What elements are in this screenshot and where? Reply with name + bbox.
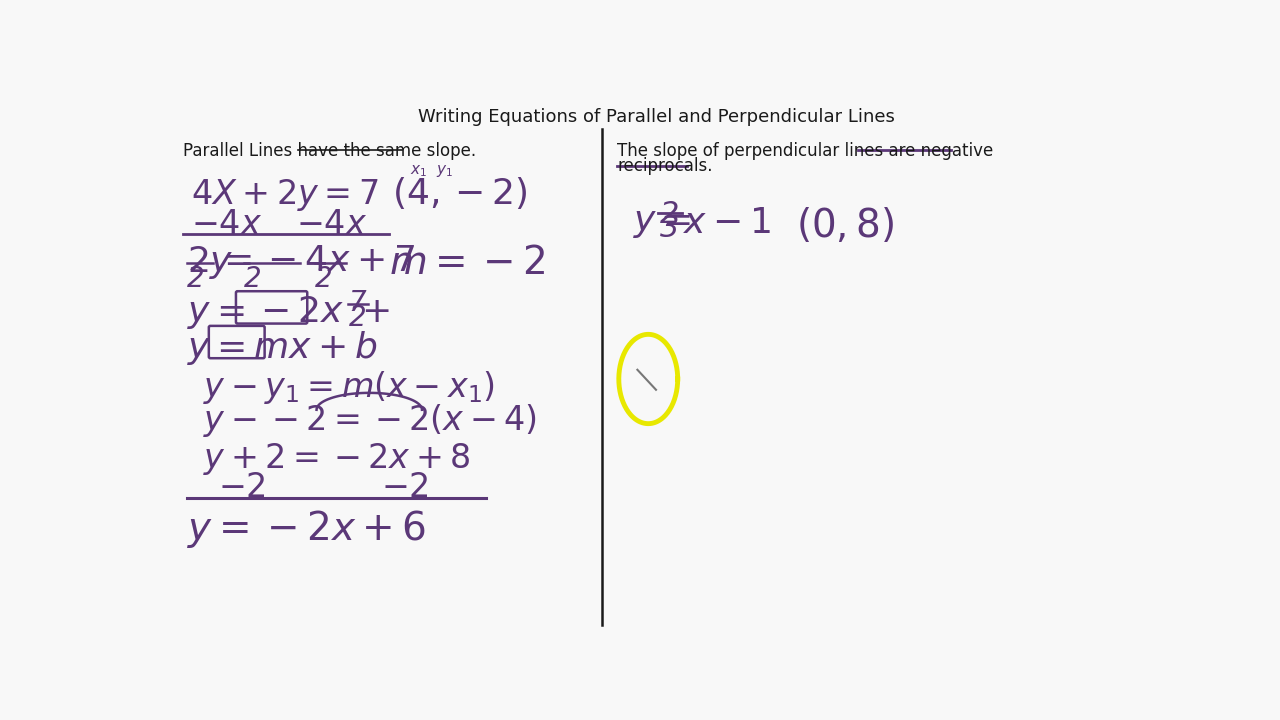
Text: 2: 2 <box>349 305 366 333</box>
Text: $y + 2 = -2x+8$: $y + 2 = -2x+8$ <box>202 441 470 477</box>
Text: $2y$: $2y$ <box>187 244 234 282</box>
Text: $x_1$: $x_1$ <box>410 163 426 179</box>
Text: $y=$: $y=$ <box>632 206 691 240</box>
Text: Parallel Lines have the same slope.: Parallel Lines have the same slope. <box>183 142 476 160</box>
Text: $x - 1$: $x - 1$ <box>684 206 772 240</box>
Text: 2: 2 <box>243 265 261 293</box>
Text: $-4x$: $-4x$ <box>191 208 262 241</box>
Text: $-2$: $-2$ <box>381 472 429 505</box>
Text: $-2$: $-2$ <box>218 472 266 505</box>
Text: $(0, 8)$: $(0, 8)$ <box>795 206 893 245</box>
Text: 7: 7 <box>349 289 366 317</box>
Text: $-4x$: $-4x$ <box>296 208 367 241</box>
Text: $y = -2x+6$: $y = -2x+6$ <box>187 508 426 550</box>
Text: $4X + 2y = 7$: $4X + 2y = 7$ <box>191 177 379 213</box>
Text: 2: 2 <box>660 200 680 230</box>
Text: 2: 2 <box>187 265 205 293</box>
Text: $y= -2x\ +$: $y= -2x\ +$ <box>187 294 389 331</box>
Text: $m= -2$: $m= -2$ <box>389 244 545 282</box>
Text: $(4, -2)$: $(4, -2)$ <box>393 175 529 211</box>
Text: $y_1$: $y_1$ <box>436 163 453 179</box>
Text: 2: 2 <box>315 265 333 293</box>
Text: $= -4x+7$: $= -4x+7$ <box>216 244 415 278</box>
Text: The slope of perpendicular lines are negative: The slope of perpendicular lines are neg… <box>617 142 993 160</box>
Text: Writing Equations of Parallel and Perpendicular Lines: Writing Equations of Parallel and Perpen… <box>417 108 895 126</box>
Text: 3: 3 <box>660 215 680 243</box>
Text: $y - -2 = -2(x - 4)$: $y - -2 = -2(x - 4)$ <box>202 402 536 439</box>
Text: $y= mx+b$: $y= mx+b$ <box>187 329 378 367</box>
Text: reciprocals.: reciprocals. <box>617 157 713 175</box>
Text: $y - y_1 = m(x-x_1)$: $y - y_1 = m(x-x_1)$ <box>202 369 494 406</box>
